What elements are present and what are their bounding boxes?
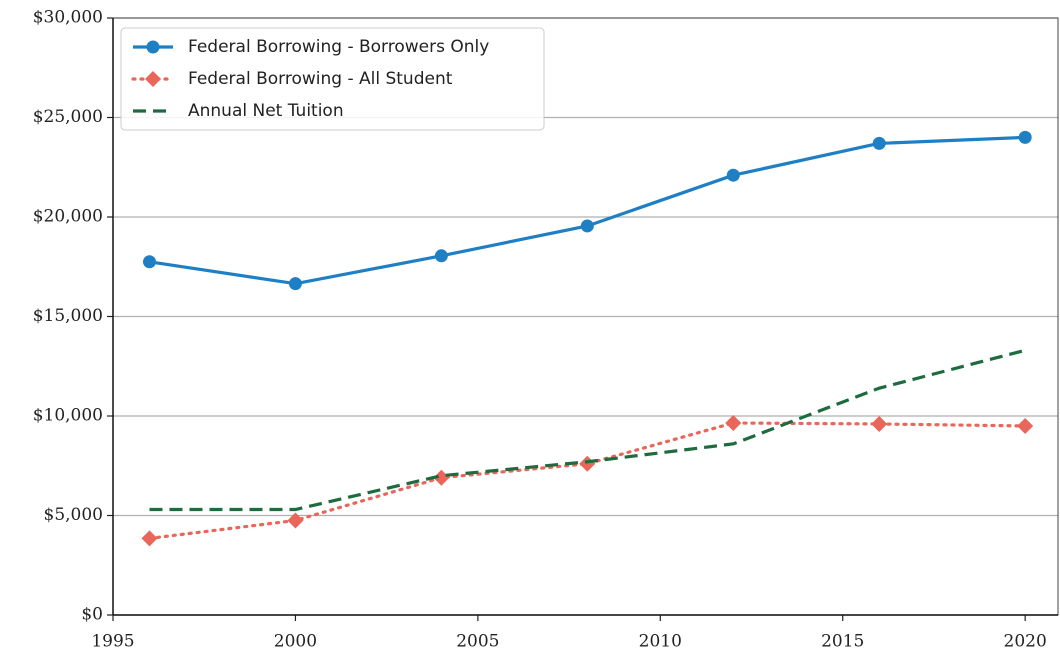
marker xyxy=(287,512,304,529)
x-tick-label: 1995 xyxy=(91,632,134,652)
legend-label: Federal Borrowing - All Student xyxy=(188,69,453,89)
series-line xyxy=(149,348,1026,512)
x-tick-label: 2000 xyxy=(274,632,317,652)
y-tick-label: $0 xyxy=(81,605,103,625)
y-tick-label: $10,000 xyxy=(33,406,103,426)
y-tick-label: $25,000 xyxy=(33,107,103,127)
marker xyxy=(725,414,742,431)
series-line xyxy=(147,421,1027,540)
legend-marker xyxy=(145,71,161,87)
series-line xyxy=(149,135,1026,286)
y-tick-label: $5,000 xyxy=(44,505,103,525)
marker xyxy=(1017,417,1034,434)
marker xyxy=(579,455,596,472)
marker xyxy=(726,168,740,182)
legend-label: Federal Borrowing - Borrowers Only xyxy=(188,37,489,57)
marker xyxy=(580,219,594,233)
legend-marker xyxy=(146,40,160,54)
x-tick-label: 2020 xyxy=(1004,632,1047,652)
marker xyxy=(434,249,448,263)
legend-box xyxy=(120,27,545,131)
y-tick-label: $30,000 xyxy=(33,8,103,28)
y-tick-label: $15,000 xyxy=(33,306,103,326)
marker xyxy=(288,277,302,291)
marker xyxy=(142,255,156,269)
x-tick-label: 2010 xyxy=(639,632,682,652)
legend-label: Annual Net Tuition xyxy=(188,101,344,121)
x-tick-label: 2005 xyxy=(456,632,499,652)
y-tick-label: $20,000 xyxy=(33,207,103,227)
marker xyxy=(433,469,450,486)
marker xyxy=(1018,130,1032,144)
marker xyxy=(871,415,888,432)
marker xyxy=(141,530,158,547)
x-tick-label: 2015 xyxy=(821,632,864,652)
marker xyxy=(872,136,886,150)
